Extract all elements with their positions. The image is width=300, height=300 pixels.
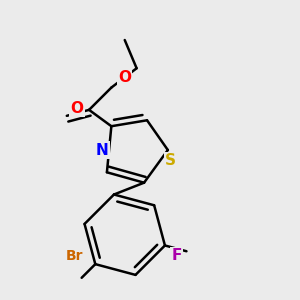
Text: S: S (165, 153, 176, 168)
Text: F: F (172, 248, 182, 263)
Text: N: N (96, 142, 109, 158)
Text: O: O (118, 70, 131, 85)
Text: O: O (71, 101, 84, 116)
Text: Br: Br (65, 248, 83, 262)
